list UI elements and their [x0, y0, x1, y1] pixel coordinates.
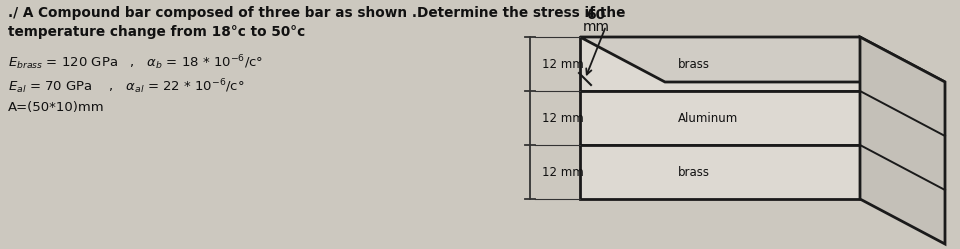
- Polygon shape: [580, 145, 860, 199]
- Text: brass: brass: [678, 166, 710, 179]
- Polygon shape: [580, 37, 860, 91]
- Text: ./ A Compound bar composed of three bar as shown .Determine the stress if the: ./ A Compound bar composed of three bar …: [8, 6, 625, 20]
- Text: A=(50*10)mm: A=(50*10)mm: [8, 101, 105, 114]
- Text: mm: mm: [583, 20, 610, 34]
- Text: 12 mm: 12 mm: [542, 166, 584, 179]
- Text: $E_{al}$ = 70 GPa    ,   $\alpha_{al}$ = 22 * 10$^{-6}$/c°: $E_{al}$ = 70 GPa , $\alpha_{al}$ = 22 *…: [8, 77, 245, 96]
- Polygon shape: [580, 91, 860, 145]
- Text: brass: brass: [678, 58, 710, 70]
- Polygon shape: [860, 37, 945, 244]
- Text: Aluminum: Aluminum: [678, 112, 738, 124]
- Text: 12 mm: 12 mm: [542, 58, 584, 70]
- Text: $E_{brass}$ = 120 GPa   ,   $\alpha_b$ = 18 * 10$^{-6}$/c°: $E_{brass}$ = 120 GPa , $\alpha_b$ = 18 …: [8, 53, 263, 72]
- Text: 60: 60: [587, 8, 606, 22]
- Text: temperature change from 18°c to 50°c: temperature change from 18°c to 50°c: [8, 25, 305, 39]
- Polygon shape: [580, 37, 945, 82]
- Text: 12 mm: 12 mm: [542, 112, 584, 124]
